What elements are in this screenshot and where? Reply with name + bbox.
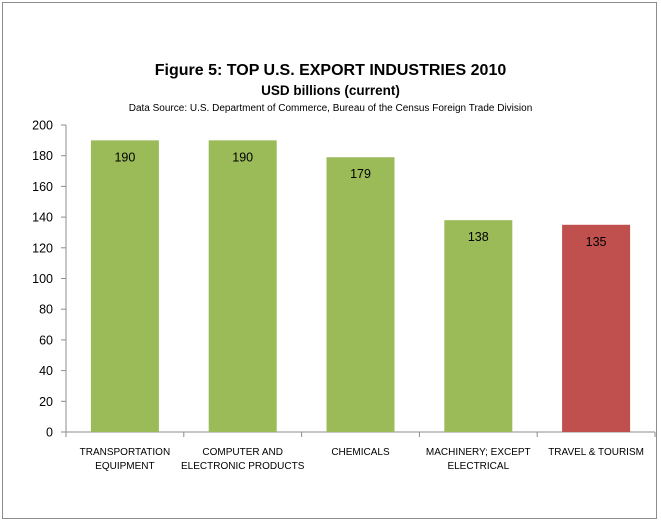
x-category-label: MACHINERY; EXCEPT	[426, 447, 531, 458]
data-label: 190	[114, 150, 135, 164]
data-label: 190	[232, 150, 253, 164]
y-tick-label: 40	[39, 364, 53, 378]
x-category-label: COMPUTER AND	[202, 447, 283, 458]
y-tick-label: 0	[46, 426, 53, 440]
bar	[208, 140, 277, 432]
x-category-label: TRAVEL & TOURISM	[548, 447, 644, 458]
y-tick-label: 60	[39, 333, 53, 347]
bar	[90, 140, 159, 432]
bar	[444, 220, 513, 432]
chart-source: Data Source: U.S. Department of Commerce…	[128, 103, 533, 114]
bar	[562, 224, 631, 432]
y-tick-label: 160	[32, 180, 53, 194]
y-tick-label: 120	[32, 241, 53, 255]
x-category-label: ELECTRONIC PRODUCTS	[181, 461, 305, 472]
x-category-label: ELECTRICAL	[447, 461, 509, 472]
y-tick-label: 20	[39, 395, 53, 409]
y-tick-label: 100	[32, 272, 53, 286]
y-tick-label: 200	[32, 119, 53, 133]
data-label: 179	[350, 167, 371, 181]
x-category-label: EQUIPMENT	[95, 461, 154, 472]
data-label: 138	[468, 230, 489, 244]
bar	[326, 157, 395, 433]
y-tick-label: 80	[39, 303, 53, 317]
chart-subtitle: USD billions (current)	[261, 83, 400, 98]
y-tick-label: 140	[32, 211, 53, 225]
x-category-label: TRANSPORTATION	[80, 447, 171, 458]
y-tick-label: 180	[32, 149, 53, 163]
x-category-label: CHEMICALS	[331, 447, 390, 458]
data-label: 135	[586, 235, 607, 249]
chart-title: Figure 5: TOP U.S. EXPORT INDUSTRIES 201…	[154, 62, 507, 79]
